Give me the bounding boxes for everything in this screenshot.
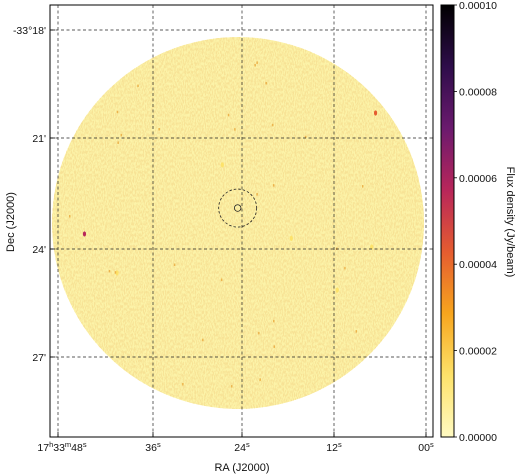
faint-source-4 [271, 123, 274, 127]
point-source-7 [289, 235, 293, 241]
ra-axis: 17h33m48s 36s 24s 12s 00s [37, 432, 434, 454]
faint-source-26 [273, 345, 276, 348]
faint-source-6 [361, 185, 364, 188]
faint-source-27 [258, 331, 260, 335]
faint-source-29 [173, 263, 176, 267]
dec-tick-label-0: -33°18' [13, 25, 46, 37]
colorbar: 0.00000 0.00002 0.00004 0.00006 0.00008 0.000… [440, 0, 516, 444]
faint-source-12 [114, 271, 117, 274]
faint-source-5 [116, 110, 119, 114]
dec-tick-label-3: 27' [32, 352, 46, 364]
dec-tick-label-2: 24' [32, 244, 46, 256]
faint-source-8 [108, 269, 111, 273]
target-marker-small-circle [233, 204, 242, 212]
point-source-4 [335, 287, 339, 293]
point-source-1 [82, 231, 87, 237]
ra-tick-label-0: 17h33m48s [37, 440, 86, 454]
colorbar-tick-label-0: 0.00000 [459, 432, 497, 444]
point-source-8 [220, 162, 224, 168]
ra-axis-label: RA (J2000) [214, 462, 269, 474]
colorbar-ticks: 0.00000 0.00002 0.00004 0.00006 0.00008 0.000… [454, 0, 497, 444]
point-source-6 [115, 270, 119, 276]
dec-axis-label: Dec (J2000) [5, 192, 17, 252]
dec-axis: -33°18' 21' 24' 27' [13, 25, 55, 364]
ra-tick-label-4: 00s [418, 440, 434, 454]
ra-tick-label-3: 12s [326, 440, 342, 454]
faint-source-24 [158, 128, 160, 131]
coordinate-grid [50, 5, 433, 437]
faint-source-21 [120, 133, 123, 137]
noise-texture [52, 37, 424, 409]
colorbar-tick-label-5: 0.00010 [459, 0, 497, 12]
faint-source-19 [305, 135, 307, 139]
faint-source-23 [256, 61, 258, 64]
dec-tick-label-1: 21' [32, 133, 46, 145]
map-panel: 17h33m48s 36s 24s 12s 00s -33°18' 21' 24' 27' R… [5, 4, 434, 474]
faint-source-14 [227, 113, 230, 117]
faint-source-1 [220, 278, 223, 281]
faint-source-20 [254, 64, 256, 67]
point-source-0 [373, 110, 378, 116]
faint-source-3 [272, 319, 275, 323]
faint-source-7 [202, 338, 204, 342]
ra-tick-label-2: 24s [234, 440, 250, 454]
faint-source-9 [230, 385, 233, 388]
faint-source-0 [137, 84, 139, 88]
faint-source-22 [182, 382, 184, 386]
colorbar-label: Flux density (Jy/beam) [504, 167, 516, 278]
ra-tick-label-1: 36s [145, 440, 161, 454]
map-field [52, 37, 424, 409]
colorbar-tick-label-4: 0.00008 [459, 86, 497, 98]
faint-source-16 [344, 266, 346, 270]
target-markers [218, 188, 258, 228]
point-source-3 [370, 244, 374, 250]
faint-source-15 [256, 193, 258, 196]
faint-source-2 [259, 378, 261, 381]
faint-source-13 [117, 141, 119, 144]
colorbar-tick-label-2: 0.00004 [459, 259, 497, 271]
faint-source-18 [265, 81, 267, 85]
colorbar-tick-label-3: 0.00006 [459, 173, 497, 185]
colorbar-fill [440, 4, 455, 438]
faint-source-10 [355, 330, 358, 333]
faint-source-28 [69, 214, 71, 218]
faint-source-17 [272, 184, 275, 187]
faint-source-25 [234, 128, 236, 131]
target-marker-large-circle [218, 188, 258, 228]
colorbar-tick-label-1: 0.00002 [459, 346, 497, 358]
